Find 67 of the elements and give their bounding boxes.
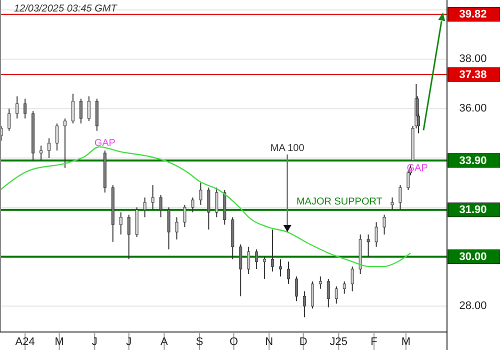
y-tick-label: 28.00 [459,300,487,312]
candlestick [263,256,266,280]
candlestick [247,246,250,274]
ref-line-label: 30.00 [459,251,487,264]
candlestick [286,261,290,284]
candlestick [24,98,27,119]
y-tick-label: 38.00 [459,53,487,66]
candlestick [310,280,314,310]
chart-title: 12/03/2025 03:45 GMT [14,4,118,15]
candlestick [366,234,370,258]
candlestick [302,290,306,318]
candlestick [16,96,19,119]
candlestick [79,98,82,124]
x-tick-label: J [126,336,132,348]
x-tick-label: O [229,336,238,348]
candlestick [159,194,162,218]
candlestick [71,93,74,124]
candlestick [183,204,186,228]
candlestick [167,206,170,250]
ref-line-label: 31.90 [459,204,487,216]
candlestick [87,96,90,122]
candlestick [151,184,154,210]
candlestick [199,182,202,206]
ref-line-label: 37.38 [459,68,487,81]
candlestick [207,187,210,230]
x-tick-label: A24 [15,336,35,348]
x-tick-label: A [160,336,169,348]
candlestick [56,122,59,152]
candlestick [8,108,11,132]
x-tick-label: D [299,336,308,348]
candlestick [326,278,330,308]
candlestick [215,187,218,218]
candlestick [279,258,282,277]
candlestick [127,214,130,260]
candlestick [143,196,146,218]
x-tick-label: M [401,336,411,348]
candlestick [318,276,322,290]
candlestick [406,170,410,191]
candlestick [239,244,242,297]
candlestick [271,229,274,272]
annotation: MAJOR SUPPORT [296,196,382,208]
candlestick [350,266,354,292]
candlestick [390,196,394,210]
ref-line-label: 39.82 [459,8,487,21]
x-tick-label: N [265,336,274,348]
candlestick [342,280,346,294]
candlestick [63,118,66,168]
candlestick [374,222,378,248]
x-tick-label: S [196,336,204,348]
candlestick [382,214,386,235]
y-tick-label: 36.00 [459,102,487,115]
candlestick [398,184,402,210]
x-tick-label: J [92,336,98,348]
x-tick-label: M [54,336,64,348]
ref-line-label: 33.90 [459,154,487,167]
annotation: GAP [94,138,116,150]
x-tick-label: F [370,336,378,348]
candlestick [255,248,258,270]
candlestick [294,276,298,302]
candlestick [191,196,194,213]
candlestick [40,145,43,161]
candlestick [48,138,51,158]
candlestick [334,286,338,304]
candlestick [175,216,178,240]
x-tick-label: J25 [330,336,348,348]
candlestick [119,212,122,235]
annotation: MA 100 [270,143,305,154]
